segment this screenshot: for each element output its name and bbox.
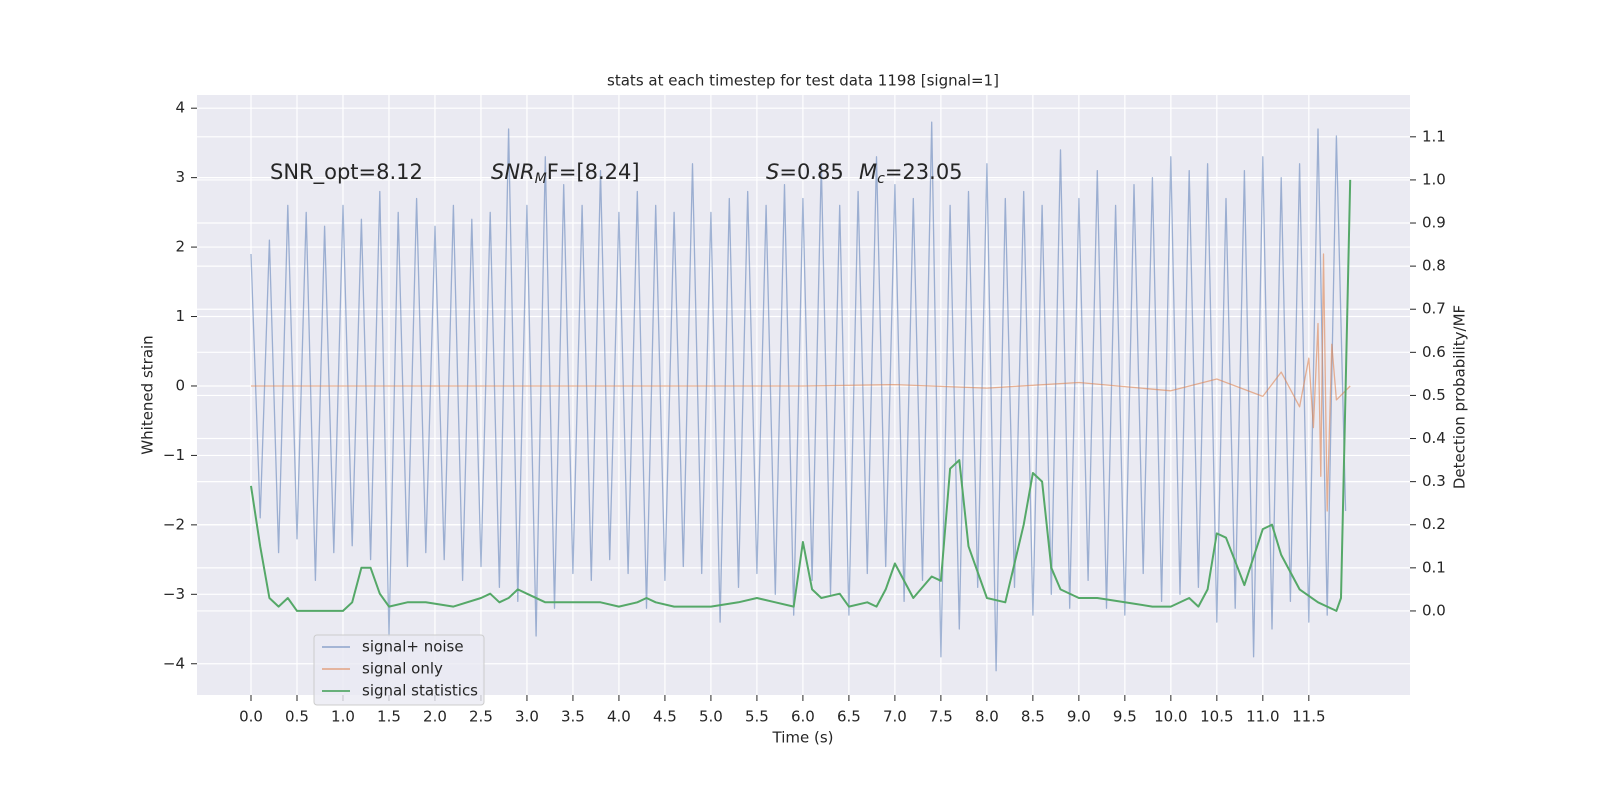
x-tick-label: 8.5 — [1021, 708, 1045, 726]
legend-box — [313, 634, 485, 706]
x-tick-label: 3.0 — [515, 708, 539, 726]
x-tick-label: 9.0 — [1067, 708, 1091, 726]
x-tick-label: 9.5 — [1113, 708, 1137, 726]
series-line — [250, 121, 1347, 672]
y2-tick-label: 0.3 — [1422, 472, 1446, 490]
y-axis-label: Whitened strain — [139, 335, 157, 454]
x-tick-label: 5.0 — [699, 708, 723, 726]
x-axis-label: Time (s) — [772, 729, 834, 747]
x-tick-label: 0.0 — [239, 708, 263, 726]
marks — [250, 121, 1352, 672]
y-tick-label: 2 — [175, 238, 185, 256]
x-tick-label: 1.5 — [377, 708, 401, 726]
x-tick-label: 4.0 — [607, 708, 631, 726]
x-tick-label: 10.0 — [1154, 708, 1187, 726]
series-line — [251, 253, 1351, 512]
annotation-part: SNR — [491, 160, 535, 184]
x-tick-label: 2.0 — [423, 708, 447, 726]
x-tick-label: 11.0 — [1246, 708, 1279, 726]
x-tick-label: 8.0 — [975, 708, 999, 726]
legend-label: signal statistics — [362, 682, 478, 700]
y-tick-label: 1 — [175, 307, 185, 325]
x-tick-label: 11.5 — [1292, 708, 1325, 726]
y-tick-label: −3 — [163, 585, 185, 603]
y2-tick-label: 1.0 — [1422, 170, 1446, 188]
y2-tick-label: 0.2 — [1422, 515, 1446, 533]
y-tick-label: −2 — [163, 515, 185, 533]
x-tick-label: 4.5 — [653, 708, 677, 726]
legend: signal+ noise signal only signal statistic… — [313, 634, 485, 706]
annotation-part: =23.05 — [885, 160, 963, 184]
x-tick-label: 0.5 — [285, 708, 309, 726]
x-tick-label: 5.5 — [745, 708, 769, 726]
x-tick-label: 6.0 — [791, 708, 815, 726]
annotation-part: F=[8.24] — [547, 160, 640, 184]
annotation: Mc=23.05 — [859, 160, 963, 187]
x-tick-label: 2.5 — [469, 708, 493, 726]
y2-tick-label: 0.8 — [1422, 257, 1446, 275]
legend-label: signal+ noise — [362, 638, 464, 656]
annotation-part: c — [877, 171, 885, 187]
y-tick-label: 3 — [175, 168, 185, 186]
series-line — [250, 179, 1352, 612]
annotations: SNR_opt=8.12 SNRMF=[8.24] S=0.85 Mc=23.05 — [270, 160, 963, 187]
y2-tick-label: 0.5 — [1422, 386, 1446, 404]
x-tick-label: 7.0 — [883, 708, 907, 726]
y-tick-label: 0 — [175, 376, 185, 394]
annotation: SNRMF=[8.24] — [491, 160, 640, 187]
y2-tick-label: 0.0 — [1422, 601, 1446, 619]
legend-label: signal only — [362, 660, 443, 678]
x-tick-label: 6.5 — [837, 708, 861, 726]
y-tick-label: −1 — [163, 446, 185, 464]
annotation: S=0.85 — [766, 160, 844, 184]
y2-tick-label: 0.9 — [1422, 214, 1446, 232]
x-tick-label: 10.5 — [1200, 708, 1233, 726]
annotation-part: S — [766, 160, 779, 184]
x-tick-label: 1.0 — [331, 708, 355, 726]
axes: 0.0 0.5 1.0 1.5 2.0 2.5 3.0 3.5 4.0 4.5 5.0 5.5 6.0 6… — [163, 99, 1446, 726]
y2-tick-label: 1.1 — [1422, 127, 1446, 145]
annotation-part: M — [859, 160, 877, 184]
y2-tick-label: 0.7 — [1422, 300, 1446, 318]
y2-tick-label: 0.1 — [1422, 558, 1446, 576]
y2-axis-label: Detection probability/MF — [1451, 305, 1469, 489]
chart-title: stats at each timestep for test data 119… — [607, 72, 999, 90]
x-tick-label: 7.5 — [929, 708, 953, 726]
annotation-part: M — [535, 171, 547, 187]
annotation: SNR_opt=8.12 — [270, 160, 423, 185]
x-tick-label: 3.5 — [561, 708, 585, 726]
y2-tick-label: 0.4 — [1422, 429, 1446, 447]
y-tick-label: −4 — [163, 654, 185, 672]
y2-tick-label: 0.6 — [1422, 343, 1446, 361]
annotation-part: =0.85 — [779, 160, 843, 184]
y-tick-label: 4 — [175, 99, 185, 117]
